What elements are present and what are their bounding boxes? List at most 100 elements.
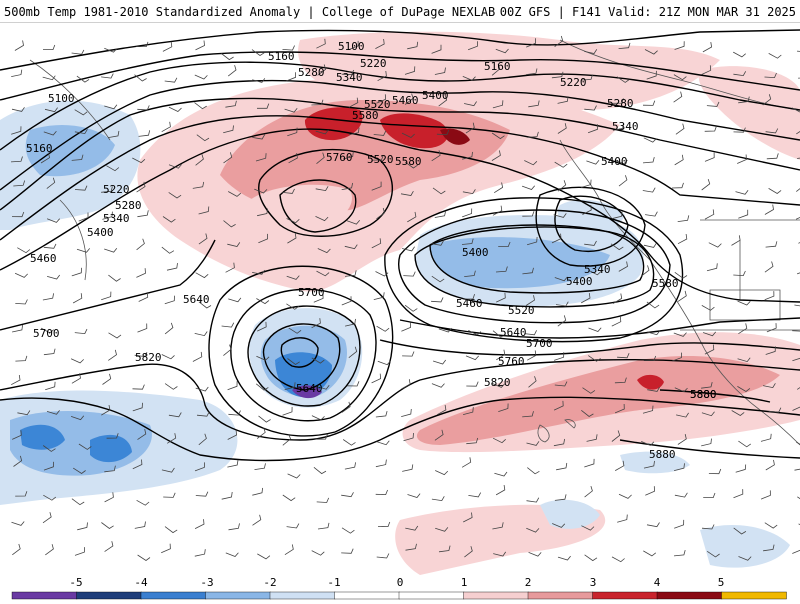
wind-barb [196, 41, 205, 50]
wind-barb [43, 76, 56, 80]
colorbar-swatch [206, 592, 271, 599]
wind-barb [163, 42, 172, 52]
contour-label: 5400 [422, 89, 449, 102]
wind-barb [703, 493, 715, 498]
colorbar-swatch [593, 592, 658, 599]
wind-barb [678, 215, 689, 221]
colorbar-swatch [528, 592, 593, 599]
wind-barb [765, 523, 777, 528]
wind-barb [705, 126, 717, 131]
wind-barb [738, 210, 747, 218]
wind-barb [283, 495, 295, 501]
wind-barb [732, 235, 741, 245]
wind-barb [468, 493, 480, 497]
wind-barb [138, 324, 147, 333]
wind-barb [162, 355, 175, 359]
colorbar-ticks: -5 -4 -3 -2 -1 0 1 2 3 4 5 [69, 576, 724, 589]
contour-label: 5700 [33, 327, 60, 340]
wind-barb [378, 361, 391, 365]
wind-barb [672, 183, 684, 188]
wind-barb [702, 179, 710, 190]
wind-barb [165, 78, 177, 82]
wind-barb [558, 315, 566, 326]
wind-barb [195, 332, 208, 336]
wind-barb [377, 554, 389, 559]
wind-barb [222, 492, 233, 499]
wind-barb [285, 544, 293, 554]
colorbar-tick: -3 [200, 576, 213, 589]
colorbar-tick: -1 [327, 576, 340, 589]
wind-barb [432, 496, 444, 500]
wind-barb [736, 465, 746, 473]
contour-label: 5460 [392, 94, 419, 107]
wind-barb [165, 296, 175, 304]
colorbar-tick: 1 [461, 576, 468, 589]
colorbar-swatch [722, 592, 787, 599]
wind-barb [643, 157, 654, 163]
wind-barb [101, 292, 111, 300]
wind-barb [643, 188, 655, 192]
wind-barb [253, 515, 261, 526]
wind-barb [376, 411, 387, 417]
wind-barb [72, 268, 82, 276]
wind-barb [769, 188, 782, 193]
wind-barb [195, 75, 208, 79]
wind-barb [43, 512, 51, 523]
wind-barb [165, 384, 177, 390]
contour-label: 5640 [500, 326, 527, 339]
wind-barb [196, 492, 208, 497]
wind-barb [527, 498, 539, 502]
wind-barb [647, 523, 660, 527]
wind-barb [796, 181, 800, 192]
contour-label: 5280 [607, 97, 634, 110]
contour-label: 5460 [456, 297, 483, 310]
anomaly-map: 5100 5160 5220 5280 5340 5400 5460 5520 … [0, 22, 800, 575]
wind-barb [617, 515, 627, 523]
colorbar-tick: 4 [654, 576, 661, 589]
contour-label: 5760 [326, 151, 353, 164]
wind-barb [466, 382, 478, 387]
contour-label: 5700 [526, 337, 553, 350]
wind-barb [703, 42, 712, 52]
wind-barb [403, 272, 415, 277]
contour-label: 5280 [115, 199, 142, 212]
contour-label: 5820 [484, 376, 511, 389]
wind-barb [674, 92, 682, 103]
contour-label: 5160 [268, 50, 295, 63]
wind-barb [288, 474, 301, 478]
contour-label: 5700 [298, 286, 325, 299]
wind-barb [585, 486, 593, 497]
colorbar-tick: 2 [525, 576, 532, 589]
wind-barb [529, 552, 542, 556]
wind-barb [584, 459, 594, 467]
wind-barb [733, 52, 746, 57]
wind-barb [169, 107, 182, 111]
wind-barb [133, 385, 145, 390]
wind-barb [103, 374, 111, 385]
wind-barb [228, 65, 236, 76]
wind-barb [522, 186, 535, 190]
wind-barb [73, 293, 82, 303]
contour-label: 5340 [103, 212, 130, 225]
wind-barb [77, 248, 90, 252]
colorbar-swatch [464, 592, 529, 599]
wind-barb [223, 345, 231, 356]
wind-barb [705, 209, 714, 219]
wind-barb [431, 297, 443, 302]
wind-barb [556, 463, 567, 470]
contour-label: 5580 [352, 109, 379, 122]
contour-label: 5340 [612, 120, 639, 133]
wind-barb [645, 486, 654, 495]
contour-label: 5760 [498, 355, 525, 368]
wind-barb [165, 527, 177, 533]
wind-barb [432, 384, 445, 388]
wind-barb [733, 271, 745, 276]
wind-barb [674, 520, 684, 528]
wind-barb [761, 434, 771, 442]
colorbar-swatch [399, 592, 464, 599]
wind-barb [619, 494, 632, 498]
contour-label: 5160 [26, 142, 53, 155]
wind-barb [167, 263, 178, 270]
wind-barb [707, 263, 717, 271]
wind-barb [136, 268, 145, 277]
